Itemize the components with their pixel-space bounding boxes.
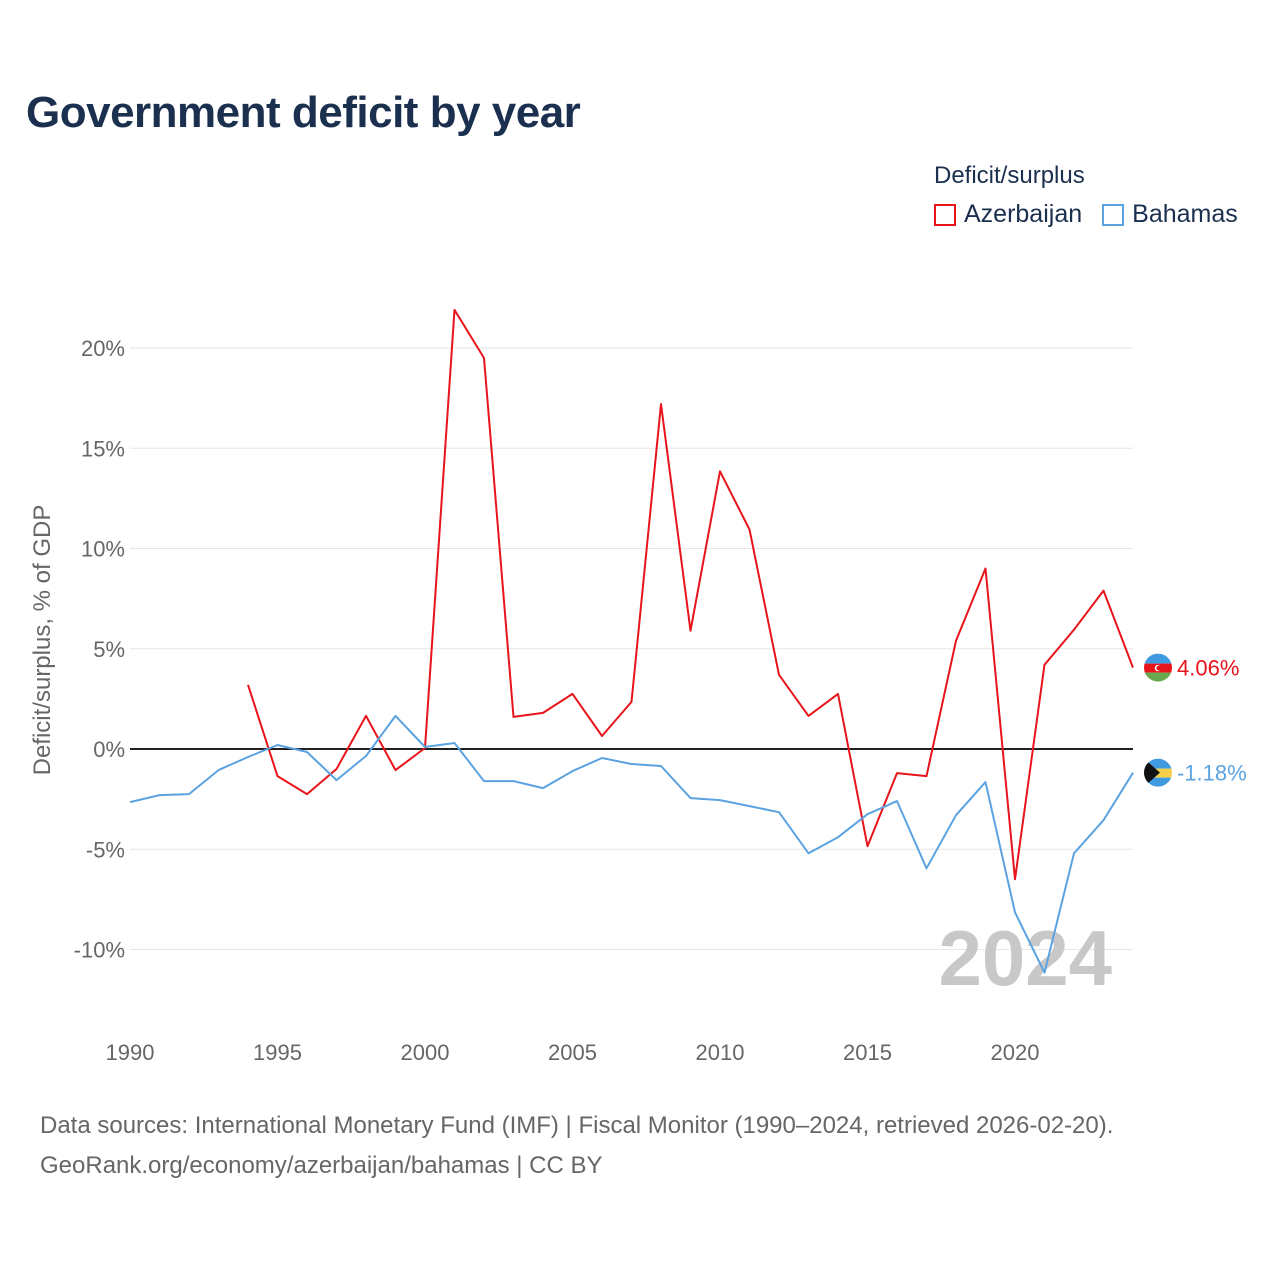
series-line-azerbaijan [247, 308, 1134, 881]
y-tick-label: 5% [93, 637, 125, 662]
y-tick-label: 15% [81, 436, 125, 461]
x-tick-label: 1995 [253, 1040, 302, 1065]
legend-item-azerbaijan[interactable]: Azerbaijan [934, 200, 1082, 229]
source-note: Data sources: International Monetary Fun… [40, 1106, 1113, 1186]
y-tick-label: -10% [74, 938, 125, 963]
x-tick-label: 1990 [106, 1040, 155, 1065]
legend-swatch-bahamas [1102, 203, 1125, 226]
end-value-label-bahamas: -1.18% [1177, 761, 1247, 786]
x-tick-label: 2005 [548, 1040, 597, 1065]
y-axis-label: Deficit/surplus, % of GDP [29, 505, 56, 776]
azerbaijan-flag-icon [1144, 653, 1172, 682]
x-tick-label: 2015 [843, 1040, 892, 1065]
flag-icon-bahamas [1144, 758, 1172, 787]
legend: Deficit/surplus Azerbaijan Bahamas [934, 162, 1254, 229]
series-lines [129, 308, 1134, 974]
bahamas-flag-icon [1144, 758, 1172, 787]
grid-lines [130, 347, 1133, 950]
source-line-2: GeoRank.org/economy/azerbaijan/bahamas |… [40, 1152, 603, 1179]
end-value-label-azerbaijan: 4.06% [1177, 656, 1239, 681]
legend-swatch-azerbaijan [934, 203, 956, 226]
axis-ticks: -10% -5% 0% 5% 10% 15% 20% 1990 1995 2000 2005 2010… [74, 336, 1040, 1065]
x-tick-label: 2020 [991, 1040, 1040, 1065]
flag-icon-azerbaijan [1144, 653, 1172, 682]
legend-label-bahamas: Bahamas [1132, 200, 1238, 228]
legend-title: Deficit/surplus [934, 162, 1085, 189]
legend-item-bahamas[interactable]: Bahamas [1102, 200, 1238, 229]
x-tick-label: 2000 [401, 1040, 450, 1065]
series-line-bahamas [129, 714, 1134, 974]
y-tick-label: -5% [86, 837, 125, 862]
year-watermark: 2024 [938, 914, 1112, 1002]
x-tick-label: 2010 [696, 1040, 745, 1065]
y-tick-label: 10% [81, 537, 125, 562]
y-tick-label: 20% [81, 336, 125, 361]
source-line-1: Data sources: International Monetary Fun… [40, 1112, 1114, 1139]
end-markers: 4.06% -1.18% [1144, 653, 1247, 787]
legend-label-azerbaijan: Azerbaijan [964, 200, 1083, 228]
y-tick-label: 0% [93, 737, 125, 762]
page-title: Government deficit by year [26, 88, 581, 137]
